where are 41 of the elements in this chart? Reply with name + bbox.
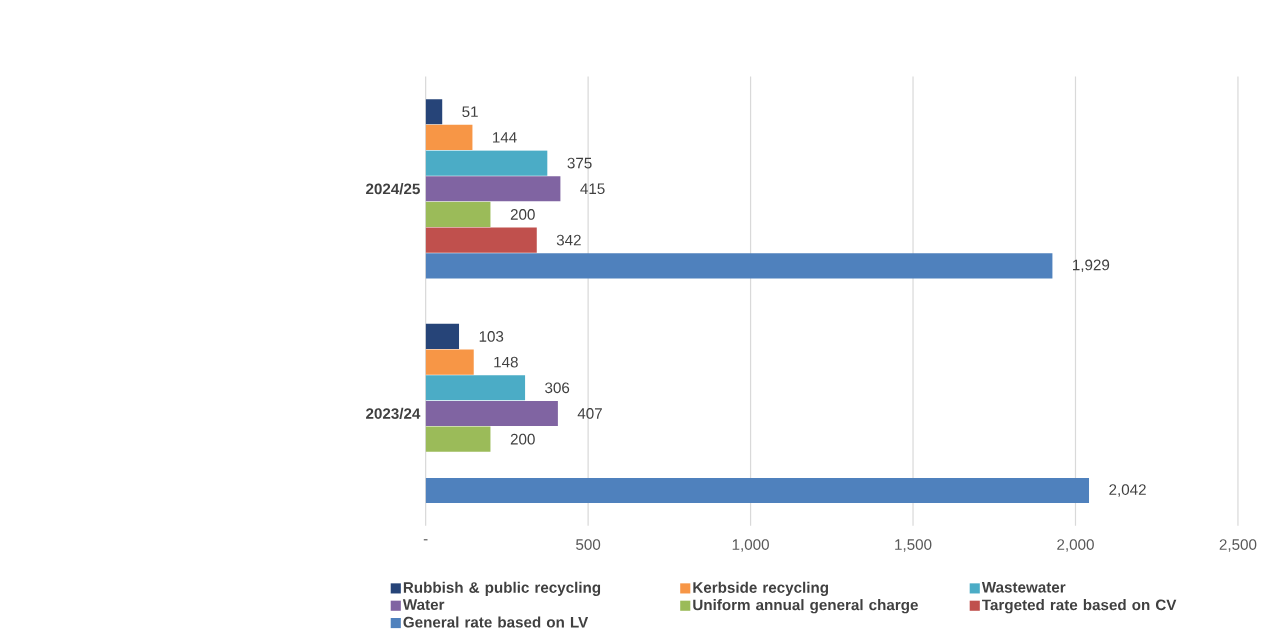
data-label: 2,042 — [1109, 484, 1146, 497]
x-tick-label: 1,500 — [895, 539, 932, 552]
legend-label: General rate based on LV — [403, 616, 589, 628]
bar — [425, 227, 537, 253]
data-label: 1,929 — [1073, 259, 1110, 272]
bar — [425, 99, 443, 125]
data-label: 375 — [567, 157, 592, 169]
bar — [425, 253, 1053, 279]
bar — [425, 426, 491, 452]
legend-label: Targeted rate based on CV — [982, 599, 1177, 614]
bar — [425, 375, 526, 401]
x-tick-label: 2,000 — [1057, 539, 1094, 552]
data-label: 200 — [510, 208, 535, 220]
legend-label: Wastewater — [981, 581, 1066, 593]
y-tick-label: 2024/25 — [366, 183, 420, 195]
data-label: 342 — [556, 234, 581, 246]
y-tick-label: 2023/24 — [366, 407, 421, 420]
data-label: 200 — [510, 433, 535, 445]
data-label: 51 — [462, 106, 478, 117]
x-tick-label: 2,500 — [1219, 539, 1257, 552]
bar — [425, 323, 460, 349]
data-label: 407 — [577, 408, 602, 419]
bar — [425, 400, 558, 426]
bar — [425, 201, 491, 227]
bar — [425, 124, 473, 150]
x-tick-label: - — [423, 539, 428, 541]
data-label: 144 — [493, 132, 517, 143]
bar — [425, 349, 474, 375]
data-label: 148 — [494, 356, 518, 368]
legend-label: Water — [402, 599, 445, 610]
data-label: 306 — [545, 382, 570, 394]
legend-label: Uniform annual general charge — [693, 599, 918, 614]
legend-label: Rubbish & public recycling — [403, 581, 601, 596]
bar — [425, 176, 561, 202]
bar — [425, 150, 548, 176]
x-tick-label: 1,000 — [732, 539, 769, 552]
data-label: 415 — [580, 183, 605, 194]
bar — [425, 477, 1090, 504]
x-tick-label: 500 — [576, 539, 601, 550]
data-label: 103 — [479, 330, 504, 342]
legend-label: Kerbside recycling — [693, 581, 829, 596]
